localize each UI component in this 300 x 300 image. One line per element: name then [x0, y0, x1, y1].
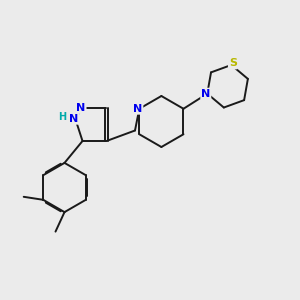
Text: N: N — [76, 103, 85, 113]
Text: H: H — [58, 112, 67, 122]
Text: N: N — [201, 88, 210, 99]
Text: N: N — [133, 104, 142, 114]
Text: S: S — [229, 58, 237, 68]
Text: N: N — [69, 114, 78, 124]
